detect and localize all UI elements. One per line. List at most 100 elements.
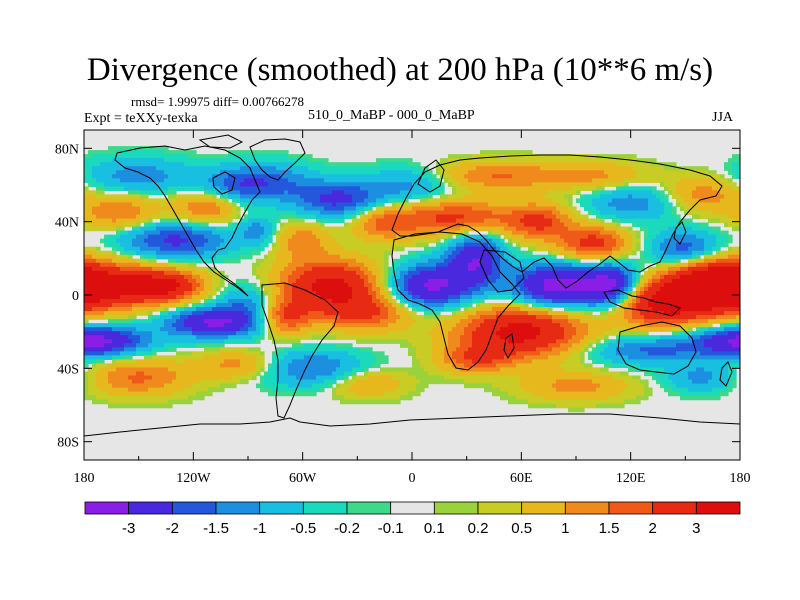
field-cell xyxy=(188,206,193,212)
field-cell xyxy=(252,214,257,220)
field-cell xyxy=(280,178,285,183)
field-cell xyxy=(236,198,241,204)
field-cell xyxy=(400,182,405,187)
field-cell xyxy=(504,266,509,272)
field-cell xyxy=(296,162,301,167)
field-cell xyxy=(272,246,277,252)
field-cell xyxy=(160,166,165,171)
field-cell xyxy=(116,182,121,187)
field-cell xyxy=(232,238,237,244)
field-cell xyxy=(660,210,665,216)
field-cell xyxy=(404,282,409,288)
field-cell xyxy=(584,170,589,175)
field-cell xyxy=(268,202,273,208)
field-cell xyxy=(540,222,545,228)
field-cell xyxy=(652,234,657,240)
field-cell xyxy=(548,158,553,163)
field-cell xyxy=(548,214,553,220)
field-cell xyxy=(600,166,605,171)
field-cell xyxy=(360,198,365,204)
field-cell xyxy=(256,230,261,236)
field-cell xyxy=(540,274,545,280)
field-cell xyxy=(124,238,129,244)
field-cell xyxy=(144,182,149,187)
field-cell xyxy=(524,174,529,179)
field-cell xyxy=(368,190,373,195)
field-cell xyxy=(292,182,297,187)
field-cell xyxy=(168,186,173,191)
field-cell xyxy=(476,178,481,183)
field-cell xyxy=(280,174,285,179)
field-cell xyxy=(280,226,285,232)
field-cell xyxy=(672,274,677,280)
field-cell xyxy=(684,210,689,216)
field-cell xyxy=(388,250,393,256)
field-cell xyxy=(700,214,705,220)
field-cell xyxy=(348,222,353,228)
field-cell xyxy=(680,218,685,224)
field-cell xyxy=(248,210,253,216)
field-cell xyxy=(192,266,197,272)
field-cell xyxy=(568,274,573,280)
field-cell xyxy=(412,270,417,276)
field-cell xyxy=(728,202,733,208)
field-cell xyxy=(656,214,661,220)
field-cell xyxy=(152,270,157,276)
field-cell xyxy=(104,218,109,224)
field-cell xyxy=(604,234,609,240)
field-cell xyxy=(264,238,269,244)
field-cell xyxy=(672,194,677,200)
field-cell xyxy=(164,218,169,224)
field-cell xyxy=(284,206,289,212)
field-cell xyxy=(204,270,209,276)
field-cell xyxy=(252,250,257,256)
field-cell xyxy=(184,258,189,264)
field-cell xyxy=(408,202,413,208)
field-cell xyxy=(424,254,429,260)
field-cell xyxy=(124,182,129,187)
field-cell xyxy=(448,258,453,264)
field-cell xyxy=(268,274,273,280)
field-cell xyxy=(492,242,497,248)
field-cell xyxy=(480,262,485,268)
field-cell xyxy=(524,278,529,284)
field-cell xyxy=(324,186,329,191)
field-cell xyxy=(572,186,577,191)
field-cell xyxy=(488,166,493,171)
field-cell xyxy=(460,230,465,236)
field-cell xyxy=(616,166,621,171)
field-cell xyxy=(432,214,437,220)
field-cell xyxy=(384,182,389,187)
field-cell xyxy=(688,178,693,183)
field-cell xyxy=(480,218,485,224)
field-cell xyxy=(104,266,109,272)
field-cell xyxy=(476,258,481,264)
field-cell xyxy=(200,250,205,256)
field-cell xyxy=(492,254,497,260)
field-cell xyxy=(376,178,381,183)
field-cell xyxy=(576,266,581,272)
field-cell xyxy=(148,178,153,183)
field-cell xyxy=(492,150,497,155)
field-cell xyxy=(348,198,353,204)
field-cell xyxy=(488,198,493,204)
field-cell xyxy=(604,250,609,256)
field-cell xyxy=(668,222,673,228)
field-cell xyxy=(576,218,581,224)
field-cell xyxy=(560,266,565,272)
field-cell xyxy=(400,214,405,220)
field-cell xyxy=(524,218,529,224)
field-cell xyxy=(208,186,213,191)
field-cell xyxy=(352,250,357,256)
field-cell xyxy=(160,210,165,216)
field-cell xyxy=(384,234,389,240)
field-cell xyxy=(168,262,173,268)
field-cell xyxy=(356,202,361,208)
field-cell xyxy=(192,254,197,260)
field-cell xyxy=(308,174,313,179)
field-cell xyxy=(436,186,441,191)
field-cell xyxy=(492,178,497,183)
field-cell xyxy=(556,194,561,200)
field-cell xyxy=(476,274,481,280)
field-cell xyxy=(552,178,557,183)
